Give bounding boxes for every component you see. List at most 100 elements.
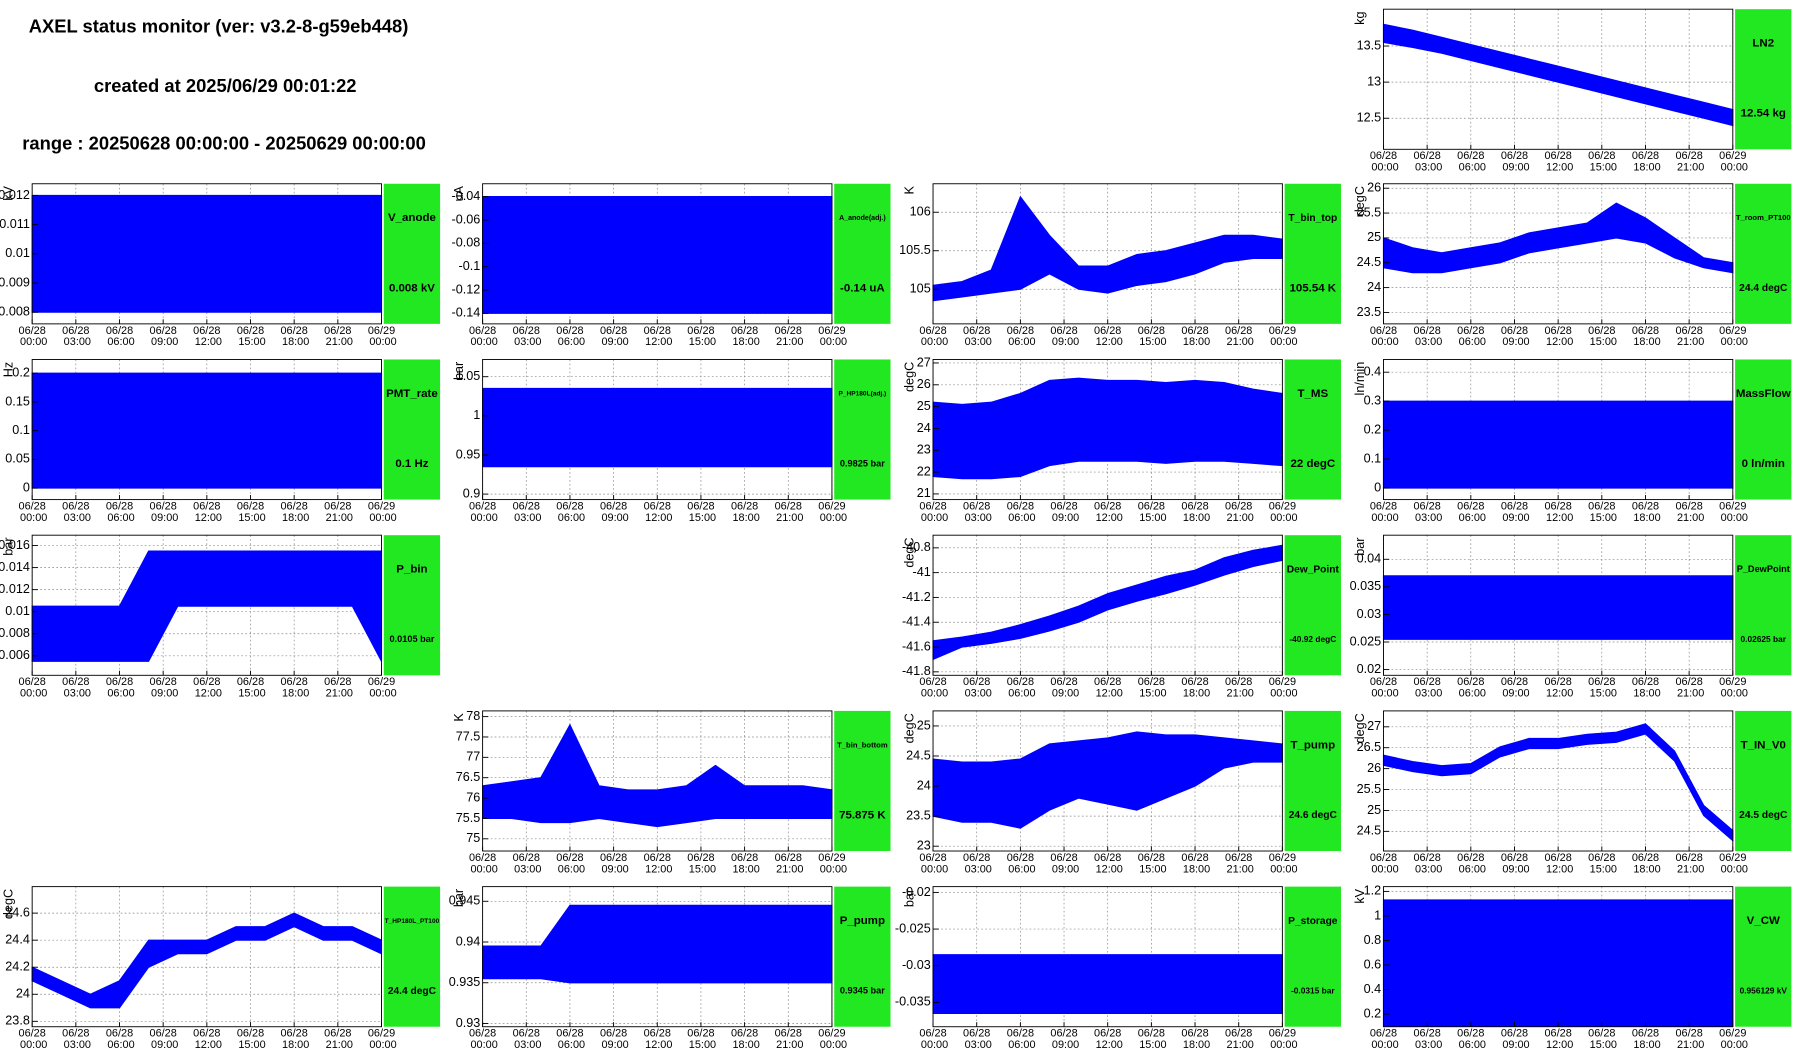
- status-name: P_storage: [1288, 916, 1338, 927]
- x-tick-label: 06/28 09:00: [148, 676, 178, 699]
- x-tick-label: 06/28 06:00: [1005, 325, 1035, 348]
- status-name: T_bin_bottom: [837, 740, 888, 749]
- x-tick-label: 06/28 12:00: [1543, 852, 1573, 875]
- status-name: A_anode(adj.): [839, 215, 886, 222]
- x-tick-label: 06/29 00:00: [1718, 676, 1748, 699]
- status-value: 0.9825 bar: [840, 458, 885, 468]
- y-tick-label: 0.012: [0, 188, 30, 202]
- y-tick-label: 0.1: [1364, 451, 1382, 465]
- y-tick-label: 0.9: [463, 486, 481, 500]
- x-tick-label: 06/28 03:00: [1412, 852, 1442, 875]
- x-tick-label: 06/28 18:00: [729, 325, 759, 348]
- x-tick-label: 06/28 12:00: [1093, 325, 1123, 348]
- status-box: [1735, 886, 1792, 1027]
- x-tick-label: 06/29 00:00: [1718, 325, 1748, 348]
- x-tick-label: 06/28 21:00: [1224, 676, 1254, 699]
- status-box: [1284, 535, 1341, 676]
- data-band: [932, 544, 1283, 661]
- data-band: [1382, 899, 1734, 1027]
- y-tick-label: 25.5: [1357, 782, 1382, 796]
- status-value: 0 ln/min: [1742, 458, 1785, 470]
- data-band: [1382, 400, 1734, 489]
- x-tick-label: 06/28 15:00: [1587, 676, 1617, 699]
- status-value: -0.0315 bar: [1291, 985, 1335, 995]
- x-tick-label: 06/28 09:00: [1499, 150, 1529, 173]
- x-tick-label: 06/28 12:00: [1543, 150, 1573, 173]
- x-tick-label: 06/28 06:00: [1456, 676, 1486, 699]
- x-tick-label: 06/29 00:00: [1267, 500, 1297, 523]
- status-value: 22 degC: [1290, 458, 1335, 470]
- status-name: T_room_PT100: [1736, 213, 1791, 222]
- x-tick-label: 06/28 03:00: [511, 325, 541, 348]
- y-tick-label: -0.12: [452, 282, 481, 296]
- y-tick-label: 25: [917, 718, 931, 732]
- status-box: [1735, 183, 1792, 324]
- y-tick-label: -41.8: [902, 664, 931, 678]
- x-tick-label: 06/28 00:00: [918, 500, 948, 523]
- status-name: Dew_Point: [1287, 564, 1340, 575]
- status-value: 0.9345 bar: [840, 986, 885, 996]
- status-name: T_HP180L_PT100: [385, 918, 440, 925]
- x-tick-label: 06/28 15:00: [1587, 325, 1617, 348]
- y-tick-label: 27: [917, 355, 931, 369]
- x-tick-label: 06/28 03:00: [511, 1028, 541, 1051]
- x-tick-label: 06/28 15:00: [1587, 852, 1617, 875]
- y-tick-label: 13: [1367, 74, 1381, 88]
- chart-panel: 12.5 13 13.5 kg 06/28 00:00 06/28 03:00 06/28 …: [1353, 8, 1792, 174]
- y-tick-label: -41.6: [902, 639, 931, 653]
- y-tick-label: 0.025: [1350, 634, 1382, 648]
- status-box: [1284, 886, 1341, 1027]
- status-box: [1284, 710, 1341, 852]
- data-band: [31, 372, 383, 489]
- y-tick-label: 0.008: [0, 626, 30, 640]
- y-tick-label: 24.2: [5, 960, 30, 974]
- x-tick-label: 06/28 21:00: [1224, 1028, 1254, 1051]
- x-tick-label: 06/29 00:00: [366, 676, 396, 699]
- x-tick-label: 06/28 06:00: [555, 1028, 585, 1051]
- status-name: V_anode: [388, 212, 436, 224]
- y-tick-label: 0.014: [0, 560, 30, 574]
- x-tick-label: 06/28 15:00: [1136, 852, 1166, 875]
- x-tick-label: 06/28 06:00: [1005, 852, 1035, 875]
- x-tick-label: 06/28 06:00: [104, 1028, 134, 1051]
- x-tick-label: 06/28 09:00: [1499, 325, 1529, 348]
- x-tick-label: 06/28 06:00: [1456, 325, 1486, 348]
- status-value: 12.54 kg: [1741, 108, 1786, 120]
- status-box: [1284, 183, 1341, 324]
- x-tick-label: 06/28 03:00: [962, 500, 992, 523]
- x-tick-label: 06/28 00:00: [918, 1028, 948, 1051]
- data-band: [932, 954, 1283, 1014]
- x-tick-label: 06/28 09:00: [1499, 676, 1529, 699]
- y-tick-label: 0.01: [5, 246, 30, 260]
- x-tick-label: 06/28 00:00: [17, 500, 47, 523]
- x-tick-label: 06/28 18:00: [1180, 325, 1210, 348]
- x-tick-label: 06/28 21:00: [773, 325, 803, 348]
- status-box: [1735, 9, 1792, 150]
- status-box: [834, 183, 891, 324]
- x-tick-label: 06/28 15:00: [235, 676, 265, 699]
- status-name: T_MS: [1298, 388, 1329, 400]
- x-tick-label: 06/29 00:00: [366, 325, 396, 348]
- x-tick-label: 06/28 15:00: [235, 325, 265, 348]
- x-tick-label: 06/28 03:00: [1412, 325, 1442, 348]
- x-tick-label: 06/28 21:00: [1224, 500, 1254, 523]
- x-tick-label: 06/28 21:00: [773, 1028, 803, 1051]
- x-tick-label: 06/28 09:00: [1049, 676, 1079, 699]
- x-tick-label: 06/28 18:00: [279, 500, 309, 523]
- x-tick-label: 06/28 18:00: [729, 1028, 759, 1051]
- x-tick-label: 06/28 15:00: [1587, 150, 1617, 173]
- y-tick-label: 25: [1367, 803, 1381, 817]
- x-tick-label: 06/28 18:00: [1630, 325, 1660, 348]
- x-tick-label: 06/28 09:00: [1499, 1028, 1529, 1051]
- y-tick-label: 0: [23, 480, 30, 494]
- x-tick-label: 06/28 12:00: [192, 500, 222, 523]
- x-tick-label: 06/28 18:00: [1180, 500, 1210, 523]
- y-tick-label: 12.5: [1357, 111, 1382, 125]
- page-title: AXEL status monitor (ver: v3.2-8-g59eb44…: [29, 15, 409, 36]
- status-value: -40.92 degC: [1289, 634, 1336, 644]
- status-box: [383, 183, 441, 324]
- data-band: [1382, 575, 1734, 640]
